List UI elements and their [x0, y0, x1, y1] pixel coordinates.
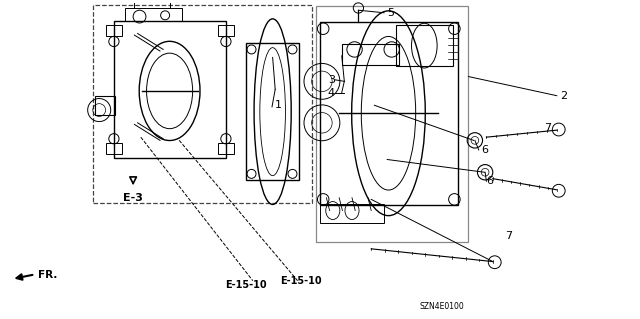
Bar [125, 8, 182, 21]
Text: 7: 7 [505, 231, 513, 241]
Bar [320, 22, 458, 205]
Text: 3: 3 [328, 75, 335, 85]
Text: 7: 7 [544, 122, 551, 133]
Text: 1: 1 [275, 100, 282, 110]
Text: E-3: E-3 [123, 193, 143, 203]
Text: E-15-10: E-15-10 [280, 276, 322, 286]
Text: E-15-10: E-15-10 [225, 280, 267, 290]
Text: 5: 5 [387, 8, 394, 18]
Text: FR.: FR. [38, 270, 58, 280]
Text: 6: 6 [481, 145, 488, 155]
Bar [316, 6, 468, 242]
Text: 4: 4 [328, 87, 335, 98]
Bar [342, 44, 399, 65]
Bar [396, 25, 453, 66]
Text: 6: 6 [486, 176, 493, 186]
Bar [246, 43, 299, 180]
Text: SZN4E0100: SZN4E0100 [419, 302, 464, 311]
Bar [106, 25, 122, 36]
Bar [95, 96, 115, 115]
Bar [93, 5, 312, 203]
Bar [114, 21, 226, 158]
Bar [106, 143, 122, 154]
Bar [218, 25, 234, 36]
Bar [320, 204, 384, 223]
Text: 2: 2 [560, 91, 567, 101]
Bar [218, 143, 234, 154]
